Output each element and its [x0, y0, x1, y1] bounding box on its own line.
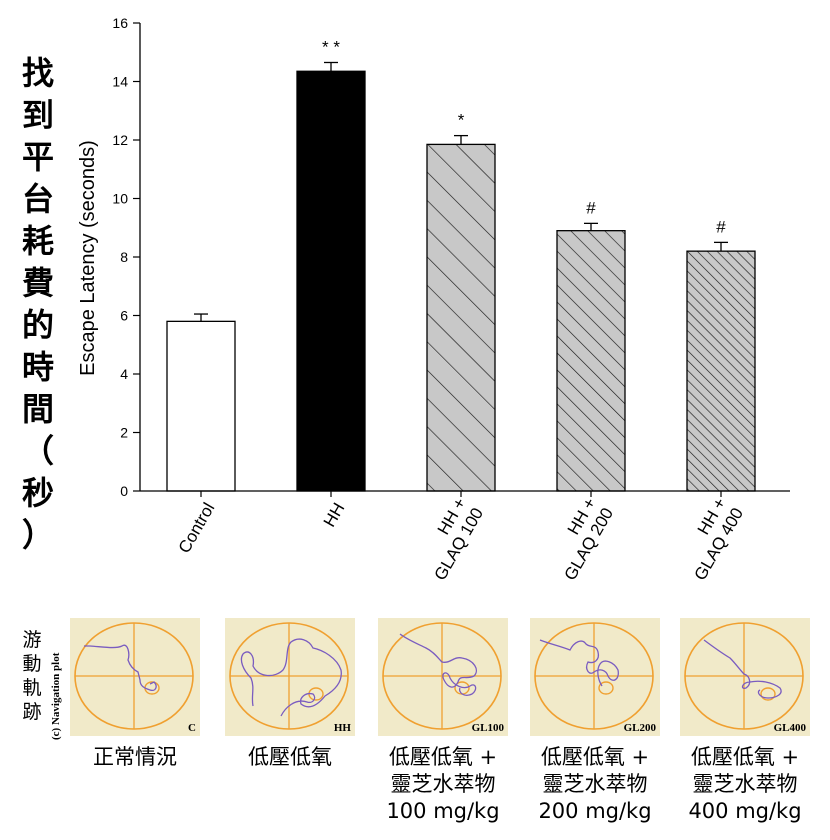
- nav-plot-control: [74, 622, 194, 730]
- nav-side-char: 跡: [22, 701, 42, 723]
- bar: [166, 320, 236, 492]
- side-title-char: 時: [21, 348, 54, 386]
- x-tick-label: HH +GLAQ 100: [431, 494, 488, 583]
- nav-plot-hh: [229, 622, 349, 730]
- group-label-line: 400 mg/kg: [688, 799, 802, 823]
- bar: [686, 250, 756, 492]
- significance-mark: #: [716, 217, 726, 236]
- group-label-gl100: 低壓低氧 + 靈芝水萃物 100 mg/kg: [368, 744, 518, 825]
- nav-plot-gl100: [382, 622, 502, 730]
- nav-side-char: 動: [22, 653, 42, 675]
- side-title-char: 找: [21, 54, 54, 92]
- bar: [426, 143, 496, 492]
- group-label-line: 靈芝水萃物: [542, 772, 648, 796]
- panel-tag: C: [188, 722, 196, 734]
- nav-plot-gl200: [534, 622, 654, 730]
- x-tick-label: HH +GLAQ 400: [691, 494, 748, 583]
- nav-panel-gl400: GL400: [680, 618, 810, 736]
- y-axis: 0 2 4 6 8 10 12 14 16: [112, 15, 141, 499]
- y-tick-label: 14: [112, 74, 128, 90]
- nav-caption: (c) Navigation plot: [47, 618, 67, 740]
- side-title-char: 費: [21, 264, 54, 302]
- y-axis-label: Escape Latency (seconds): [77, 140, 99, 376]
- nav-panel-control: C: [70, 618, 200, 736]
- side-title-char: 台: [21, 180, 54, 218]
- group-label-gl200: 低壓低氧 + 靈芝水萃物 200 mg/kg: [520, 744, 670, 825]
- panel-tag: GL200: [623, 722, 656, 734]
- side-title-char: 的: [21, 306, 54, 344]
- bar: [296, 70, 366, 492]
- nav-caption-text: (c) Navigation plot: [50, 652, 62, 740]
- y-tick-label: 2: [120, 425, 128, 441]
- nav-panel-hh: HH: [225, 618, 355, 736]
- group-label-line: 靈芝水萃物: [692, 772, 798, 796]
- platform: [144, 681, 160, 695]
- significance-mark: #: [586, 198, 596, 217]
- group-label-line: 靈芝水萃物: [390, 772, 496, 796]
- group-label-line: 100 mg/kg: [386, 799, 500, 823]
- nav-side-char: 游: [22, 629, 42, 651]
- x-tick-label: Control: [175, 500, 219, 557]
- swim-path: [240, 638, 342, 717]
- group-label-control: 正常情況: [60, 744, 210, 771]
- side-title: 找 到 平 台 耗 費 的 時 間 （ 秒 ）: [18, 52, 58, 556]
- platform: [598, 681, 614, 695]
- y-tick-label: 12: [112, 132, 128, 148]
- swim-path: [399, 633, 477, 696]
- x-tick-label-line: HH: [320, 500, 349, 531]
- group-label-line: 200 mg/kg: [538, 799, 652, 823]
- side-title-char: 到: [21, 96, 54, 134]
- x-tick-label: HH: [320, 500, 349, 531]
- side-title-char: （: [21, 432, 54, 470]
- group-label-line: 低壓低氧 +: [540, 745, 650, 769]
- swim-path: [703, 639, 782, 699]
- nav-plot-gl400: [684, 622, 804, 730]
- y-tick-label: 10: [112, 191, 128, 207]
- y-tick-label: 16: [112, 15, 128, 31]
- panel-tag: HH: [333, 722, 351, 734]
- group-label-gl400: 低壓低氧 + 靈芝水萃物 400 mg/kg: [670, 744, 820, 825]
- nav-side-char: 軌: [22, 677, 42, 699]
- significance-mark: *: [458, 111, 465, 130]
- group-label-hh: 低壓低氧: [215, 744, 365, 771]
- x-axis: Control HH HH +GLAQ 100 HH +GLAQ 200 HH +GLA…: [140, 490, 790, 584]
- panel-tag: GL100: [471, 722, 504, 734]
- nav-panel-gl100: GL100: [378, 618, 508, 736]
- platform: [760, 687, 776, 701]
- y-tick-label: 0: [120, 483, 128, 499]
- group-label-line: 正常情況: [93, 745, 177, 769]
- side-title-char: 耗: [21, 222, 54, 260]
- bar: [556, 230, 626, 492]
- significance-mark: * *: [322, 37, 340, 56]
- bars: * * * # #: [166, 37, 756, 492]
- x-tick-label: HH +GLAQ 200: [561, 494, 618, 583]
- side-title-char: 平: [21, 138, 54, 176]
- side-title-char: 秒: [21, 474, 54, 512]
- y-tick-label: 6: [120, 308, 128, 324]
- group-label-line: 低壓低氧 +: [690, 745, 800, 769]
- side-title-char: ）: [21, 516, 54, 554]
- side-title-char: 間: [21, 390, 54, 428]
- panel-tag: GL400: [773, 722, 806, 734]
- y-tick-label: 4: [120, 366, 128, 382]
- swim-path: [84, 644, 157, 692]
- x-tick-label-line: Control: [175, 500, 219, 557]
- y-tick-label: 8: [120, 249, 128, 265]
- nav-panel-gl200: GL200: [530, 618, 660, 736]
- swim-path: [539, 639, 619, 687]
- group-label-line: 低壓低氧 +: [388, 745, 498, 769]
- bar-chart: 0 2 4 6 8 10 12 14 16 Escape Latency (seconds) *…: [77, 15, 790, 584]
- nav-side-label: 游 動 軌 跡: [20, 628, 44, 724]
- group-label-line: 低壓低氧: [248, 745, 332, 769]
